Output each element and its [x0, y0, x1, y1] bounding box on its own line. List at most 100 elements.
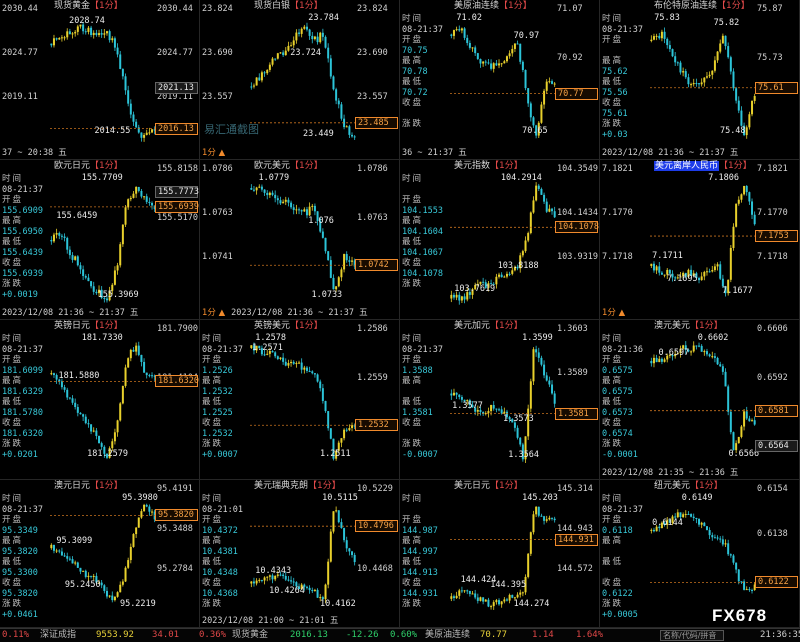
candlestick-chart[interactable]	[450, 333, 556, 467]
candle-body	[340, 104, 343, 119]
candle-body	[751, 201, 754, 215]
chart-panel[interactable]: 美元指数【1分】 时间 开盘 104.1553 最高 104.1604 最低 104.1067…	[400, 160, 600, 320]
candle-body	[490, 405, 493, 412]
chart-panel[interactable]: 布伦特原油连续【1分】 时间 08-21:37 开盘 最高 75.62 最低 75.56 收盘 7…	[600, 0, 800, 160]
candle-body	[348, 428, 351, 431]
candle-body	[655, 526, 658, 532]
candle-body	[652, 357, 655, 364]
candle-body	[479, 409, 482, 413]
timeframe-marker[interactable]: 1分 ▲	[602, 308, 626, 318]
status-ticker-item[interactable]: 深证成指	[40, 630, 77, 640]
candle-body	[55, 550, 58, 552]
info-label: 最高	[2, 376, 24, 386]
candle-body	[103, 33, 106, 35]
info-value: 75.62	[602, 66, 628, 77]
candle-body	[116, 265, 119, 271]
candle-body	[505, 599, 508, 601]
chart-panel[interactable]: 澳元美元【1分】 时间 08-21:36 开盘 0.6575 最高 0.6575 最低 0.65…	[600, 320, 800, 480]
candle-body	[692, 273, 695, 276]
info-label: 时间	[202, 334, 224, 344]
timeframe-tag: 【1分】	[690, 481, 723, 491]
candle-body	[127, 358, 130, 368]
chart-panel[interactable]: 美元瑞典克朗【1分】 时间 08-21:01 开盘 10.4372 最高 10.4381 最低…	[200, 480, 400, 628]
price-annotation: 2014.55	[94, 126, 131, 137]
candle-body	[68, 249, 71, 256]
candle-body	[660, 358, 663, 362]
candle-body	[474, 47, 477, 54]
info-label: 开盘	[602, 515, 624, 525]
candle-body	[348, 548, 351, 552]
chart-panel[interactable]: 美元加元【1分】 时间 08-21:37 开盘 1.3588 最高 最低 1.3581 收盘 涨跌…	[400, 320, 600, 480]
chart-panel[interactable]: 欧元日元【1分】 时间 08-21:37 开盘 155.6909 最高 155.6950 最低…	[0, 160, 200, 320]
chart-panel[interactable]: 欧元美元【1分】 1.0786 1.0763 1.0741 1.0786 1.0763 1.…	[200, 160, 400, 320]
candlestick-chart[interactable]	[50, 333, 156, 467]
info-value: +0.0007	[202, 449, 238, 460]
candle-body	[671, 516, 674, 523]
candle-body	[668, 519, 671, 523]
candle-body	[305, 26, 308, 30]
chart-panel[interactable]: 美原油连续【1分】 时间 08-21:37 开盘 70.75 最高 70.78 最低 70.72…	[400, 0, 600, 160]
candle-body	[452, 596, 455, 599]
candlestick-chart[interactable]	[50, 493, 156, 615]
candlestick-chart[interactable]	[650, 493, 756, 615]
chart-panel[interactable]: 美元离岸人民币【1分】 7.1821 7.1770 7.1718 7.1821 7.177…	[600, 160, 800, 320]
candlestick-chart[interactable]	[250, 13, 356, 147]
candle-body	[463, 399, 466, 402]
candlestick-chart[interactable]	[250, 173, 356, 307]
info-label: 最低	[602, 77, 624, 87]
info-label: 最低	[202, 397, 224, 407]
info-label: 最低	[202, 557, 224, 567]
candle-body	[666, 269, 669, 275]
price-annotation: 1.3599	[522, 333, 553, 343]
candle-body	[63, 37, 66, 39]
candlestick-chart[interactable]	[50, 173, 156, 307]
candle-body	[460, 296, 463, 301]
info-value: 155.6939	[2, 268, 43, 279]
candlestick-chart[interactable]	[650, 333, 756, 467]
timeframe-marker[interactable]: 1分 ▲	[202, 308, 226, 318]
chart-panel[interactable]: 现货白银【1分】 23.824 23.690 23.557 23.824 23.690 23…	[200, 0, 400, 160]
info-label: 最低	[2, 237, 24, 247]
status-ticker-item[interactable]: 美原油连续	[425, 630, 471, 640]
candle-body	[298, 32, 301, 34]
timeframe-marker[interactable]: 1分 ▲	[202, 148, 226, 158]
candle-body	[684, 345, 687, 350]
candle-body	[719, 43, 722, 52]
candle-body	[50, 544, 53, 549]
candle-body	[548, 380, 551, 385]
candle-body	[450, 294, 453, 299]
chart-panel[interactable]: 纽元美元【1分】 时间 08-21:37 开盘 0.6118 最高 最低 收盘 0.6122 涨跌…	[600, 480, 800, 628]
chart-panel[interactable]: 美元日元【1分】 时间 开盘 144.987 最高 144.997 最低 144.913 收盘 1…	[400, 480, 600, 628]
symbol-name: 美元离岸人民币	[654, 161, 720, 171]
candle-body	[116, 47, 119, 55]
candle-body	[484, 61, 487, 63]
symbol-search-input[interactable]: 名称/代码/拼音	[660, 630, 724, 641]
candlestick-chart[interactable]	[650, 13, 756, 147]
status-ticker-item[interactable]: 现货黄金	[232, 630, 269, 640]
candle-body	[340, 522, 343, 529]
candle-body	[298, 586, 301, 590]
time-range: 2023/12/08 21:36 ~ 21:37 五	[602, 148, 739, 158]
candlestick-chart[interactable]	[450, 173, 556, 307]
chart-panel[interactable]: 英镑日元【1分】 时间 08-21:37 开盘 181.6099 最高 181.6329 最低…	[0, 320, 200, 480]
candlestick-chart[interactable]	[450, 493, 556, 615]
candle-body	[103, 585, 106, 591]
candlestick-chart[interactable]	[450, 13, 556, 147]
candle-body	[721, 539, 724, 545]
candle-body	[55, 233, 58, 235]
candlestick-chart[interactable]	[250, 333, 356, 467]
chart-panel[interactable]: 现货黄金【1分】 2030.44 2024.77 2019.11 2030.44 2024…	[0, 0, 200, 160]
candlestick-chart[interactable]	[650, 173, 756, 307]
candle-body	[727, 279, 730, 294]
candlestick-chart[interactable]	[250, 493, 356, 615]
candle-body	[303, 26, 306, 29]
candle-body	[135, 345, 138, 352]
price-annotation: 23.784	[308, 13, 340, 23]
candle-body	[466, 292, 469, 300]
candle-body	[492, 63, 495, 69]
chart-panel[interactable]: 澳元日元【1分】 时间 08-21:37 开盘 95.3349 最高 95.3820 最低 95…	[0, 480, 200, 628]
candle-body	[516, 594, 519, 598]
price-box: 7.1753	[755, 230, 798, 243]
chart-panel[interactable]: 英镑美元【1分】 时间 08-21:37 开盘 1.2526 最高 1.2532 最低 1.25…	[200, 320, 400, 480]
candlestick-chart[interactable]	[50, 13, 156, 147]
